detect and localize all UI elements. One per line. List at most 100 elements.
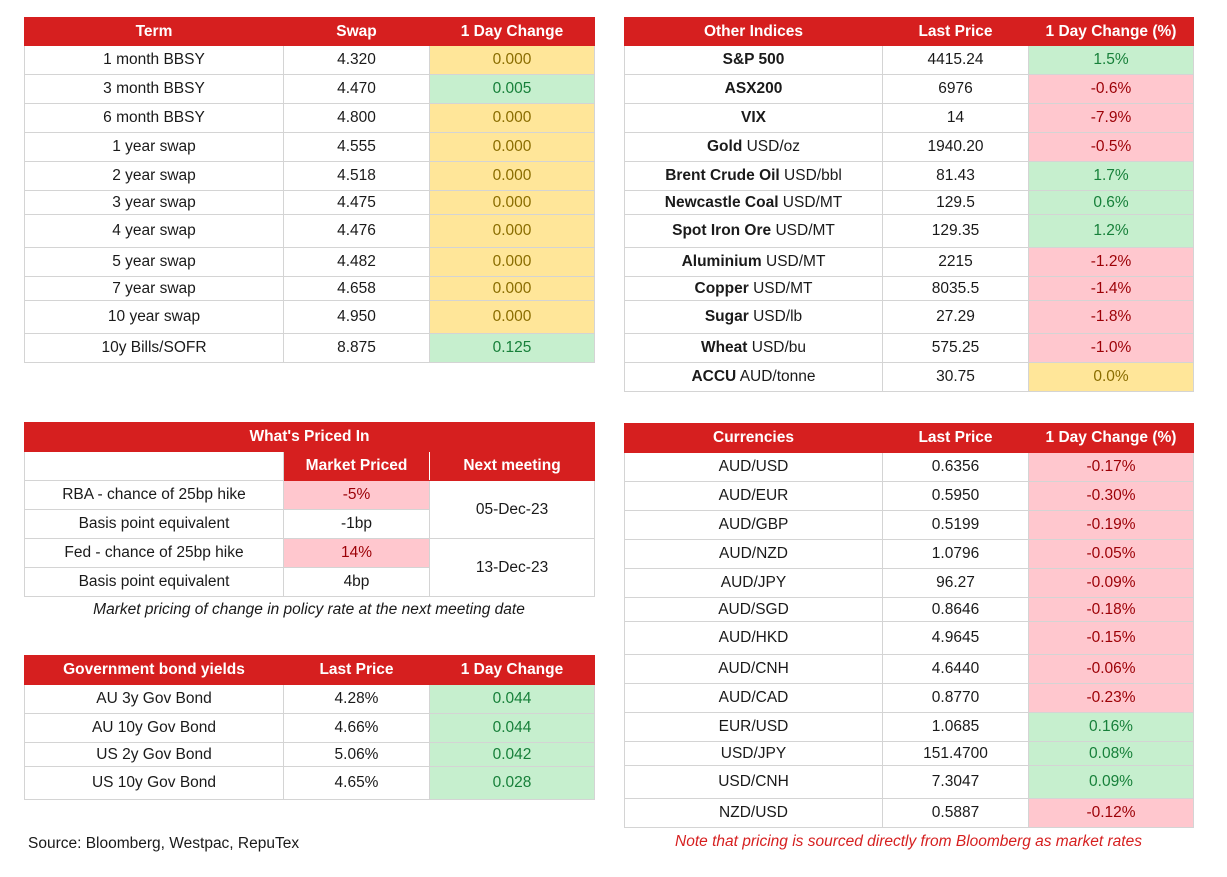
index-name-cell: Sugar USD/lb: [624, 300, 883, 334]
swap-cell: 4.482: [283, 247, 430, 277]
price-cell: 1940.20: [882, 132, 1029, 162]
index-unit: USD/MT: [761, 253, 826, 270]
change-cell: -0.18%: [1028, 597, 1194, 622]
change-cell: 0.000: [429, 45, 595, 75]
table-row: 5 year swap 4.482 0.000: [24, 247, 595, 277]
pair-cell: EUR/USD: [624, 712, 883, 742]
priced-header-market: Market Priced: [283, 451, 430, 481]
table-row: AUD/EUR 0.5950 -0.30%: [624, 481, 1194, 511]
table-row: AUD/HKD 4.9645 -0.15%: [624, 621, 1194, 655]
table-row: 6 month BBSY 4.800 0.000: [24, 103, 595, 133]
pair-cell: AUD/SGD: [624, 597, 883, 622]
pair-cell: AUD/GBP: [624, 510, 883, 540]
table-row: 4 year swap 4.476 0.000: [24, 214, 595, 248]
change-cell: -1.4%: [1028, 276, 1194, 301]
change-cell: 1.5%: [1028, 45, 1194, 75]
change-cell: -0.15%: [1028, 621, 1194, 655]
price-cell: 151.4700: [882, 741, 1029, 766]
swap-cell: 4.658: [283, 276, 430, 301]
table-row: S&P 500 4415.24 1.5%: [624, 45, 1194, 75]
table-row: AUD/USD 0.6356 -0.17%: [624, 452, 1194, 482]
priced-header-meeting: Next meeting: [428, 451, 596, 481]
table-row: Newcastle Coal USD/MT 129.5 0.6%: [624, 190, 1194, 215]
change-cell: -0.23%: [1028, 683, 1194, 713]
price-cell: 27.29: [882, 300, 1029, 334]
index-name-cell: Wheat USD/bu: [624, 333, 883, 363]
table-row: Brent Crude Oil USD/bbl 81.43 1.7%: [624, 161, 1194, 191]
table-row: 1 year swap 4.555 0.000: [24, 132, 595, 162]
price-cell: 0.8770: [882, 683, 1029, 713]
pair-cell: AUD/CAD: [624, 683, 883, 713]
price-cell: 0.5199: [882, 510, 1029, 540]
change-cell: 0.6%: [1028, 190, 1194, 215]
price-cell: 7.3047: [882, 765, 1029, 799]
change-cell: 0.044: [429, 713, 595, 743]
change-cell: 0.000: [429, 247, 595, 277]
change-cell: 0.0%: [1028, 362, 1194, 392]
price-cell: 5.06%: [283, 742, 430, 767]
index-name-cell: Copper USD/MT: [624, 276, 883, 301]
index-name: Wheat: [700, 339, 748, 356]
table-row: USD/JPY 151.4700 0.08%: [624, 741, 1194, 766]
table-row: 10y Bills/SOFR 8.875 0.125: [24, 333, 595, 363]
table-row: ACCU AUD/tonne 30.75 0.0%: [624, 362, 1194, 392]
price-cell: 81.43: [882, 161, 1029, 191]
table-row: Basis point equivalent 4bp: [24, 567, 595, 597]
pair-cell: AUD/EUR: [624, 481, 883, 511]
index-name-cell: ASX200: [624, 74, 883, 104]
change-cell: 0.000: [429, 190, 595, 215]
term-cell: 1 month BBSY: [24, 45, 284, 75]
change-cell: -1.0%: [1028, 333, 1194, 363]
term-cell: 4 year swap: [24, 214, 284, 248]
change-cell: 0.044: [429, 684, 595, 714]
pricing-note: Note that pricing is sourced directly fr…: [675, 833, 1142, 850]
priced-value: -5%: [283, 480, 430, 510]
table-row: AUD/JPY 96.27 -0.09%: [624, 568, 1194, 598]
bonds-body: AU 3y Gov Bond 4.28% 0.044 AU 10y Gov Bond 4…: [24, 684, 595, 800]
swap-table: Term Swap 1 Day Change 1 month BBSY 4.320…: [24, 17, 595, 363]
change-cell: -0.6%: [1028, 74, 1194, 104]
price-cell: 0.5950: [882, 481, 1029, 511]
bonds-header-price: Last Price: [283, 655, 430, 685]
price-cell: 2215: [882, 247, 1029, 277]
swap-cell: 4.950: [283, 300, 430, 334]
index-name-cell: S&P 500: [624, 45, 883, 75]
priced-label: RBA - chance of 25bp hike: [24, 480, 284, 510]
bonds-header-change: 1 Day Change: [429, 655, 595, 685]
table-row: 2 year swap 4.518 0.000: [24, 161, 595, 191]
price-cell: 96.27: [882, 568, 1029, 598]
price-cell: 0.8646: [882, 597, 1029, 622]
price-cell: 0.5887: [882, 798, 1029, 828]
index-name: S&P 500: [722, 51, 785, 68]
priced-meeting: 05-Dec-23: [428, 480, 596, 539]
term-cell: 7 year swap: [24, 276, 284, 301]
swap-header-swap: Swap: [283, 17, 430, 46]
change-cell: 1.7%: [1028, 161, 1194, 191]
bonds-table: Government bond yields Last Price 1 Day …: [24, 655, 595, 800]
change-cell: -0.09%: [1028, 568, 1194, 598]
change-cell: -1.8%: [1028, 300, 1194, 334]
change-cell: 1.2%: [1028, 214, 1194, 248]
table-row: AUD/SGD 0.8646 -0.18%: [624, 597, 1194, 622]
term-cell: 1 year swap: [24, 132, 284, 162]
swap-cell: 4.476: [283, 214, 430, 248]
term-cell: 5 year swap: [24, 247, 284, 277]
swap-cell: 4.518: [283, 161, 430, 191]
name-cell: US 10y Gov Bond: [24, 766, 284, 800]
priced-title: What's Priced In: [23, 422, 596, 452]
change-cell: 0.000: [429, 276, 595, 301]
index-name-cell: Brent Crude Oil USD/bbl: [624, 161, 883, 191]
price-cell: 4.66%: [283, 713, 430, 743]
table-row: ASX200 6976 -0.6%: [624, 74, 1194, 104]
change-cell: -1.2%: [1028, 247, 1194, 277]
table-row: 3 month BBSY 4.470 0.005: [24, 74, 595, 104]
currencies-header-pair: Currencies: [624, 423, 883, 453]
priced-label: Fed - chance of 25bp hike: [24, 538, 284, 568]
table-row: EUR/USD 1.0685 0.16%: [624, 712, 1194, 742]
price-cell: 30.75: [882, 362, 1029, 392]
index-unit: USD/MT: [778, 193, 843, 211]
swap-cell: 4.475: [283, 190, 430, 215]
price-cell: 4.65%: [283, 766, 430, 800]
index-name: ACCU: [691, 368, 737, 385]
change-cell: 0.028: [429, 766, 595, 800]
